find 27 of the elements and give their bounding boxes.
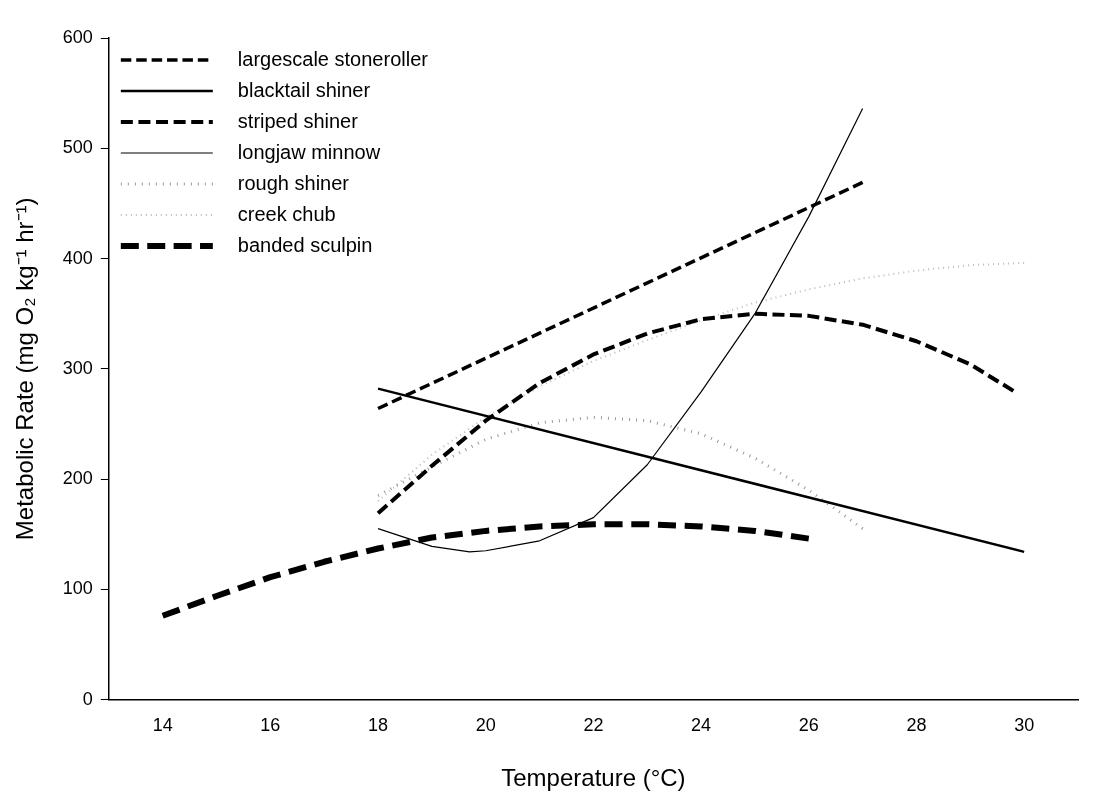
legend-label: blacktail shiner xyxy=(237,78,371,101)
y-tick-label: 600 xyxy=(62,26,93,47)
y-tick-label: 300 xyxy=(62,357,93,378)
legend-label: striped shiner xyxy=(237,109,359,132)
x-axis-title: Temperature (°C) xyxy=(501,764,686,792)
x-tick-label: 26 xyxy=(798,715,819,736)
legend-label: longjaw minnow xyxy=(237,140,381,163)
line-series xyxy=(376,415,865,531)
x-tick-label: 22 xyxy=(583,715,604,736)
y-tick-label: 400 xyxy=(62,247,93,268)
x-tick-label: 28 xyxy=(906,715,927,736)
y-axis-title: Metabolic Rate (mg O₂ kg⁻¹ hr⁻¹) xyxy=(11,197,39,541)
x-tick-label: 30 xyxy=(1014,715,1035,736)
y-tick-label: 200 xyxy=(62,468,93,489)
legend-label: rough shiner xyxy=(237,171,350,194)
x-tick-label: 24 xyxy=(691,715,712,736)
x-tick-label: 20 xyxy=(475,715,496,736)
y-tick-label: 100 xyxy=(62,578,93,599)
y-tick-label: 0 xyxy=(82,688,93,709)
line-series xyxy=(377,261,1026,503)
x-tick-label: 18 xyxy=(368,715,389,736)
legend-label: largescale stoneroller xyxy=(237,47,429,70)
legend-label: banded sculpin xyxy=(237,233,373,256)
x-tick-label: 16 xyxy=(260,715,281,736)
y-tick-label: 500 xyxy=(62,137,93,158)
legend-label: creek chub xyxy=(237,202,336,225)
x-tick-label: 14 xyxy=(152,715,173,736)
